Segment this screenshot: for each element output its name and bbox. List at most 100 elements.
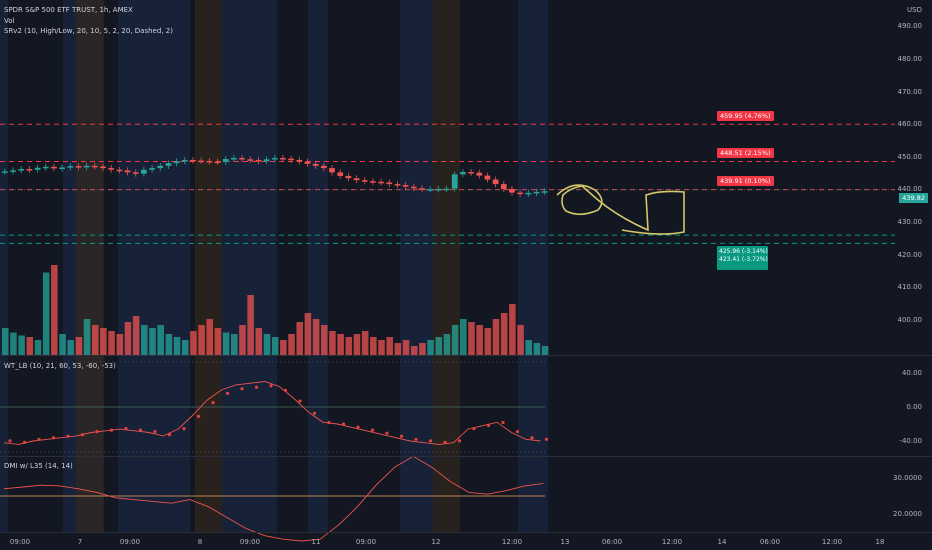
wt2-dot (298, 399, 302, 403)
wt2-dot (457, 439, 462, 443)
wt2-dot (80, 433, 85, 437)
candle-body (443, 188, 450, 191)
wt2-dot (153, 430, 157, 434)
resistance-tag-1[interactable]: 459.95 (4.76%) (717, 111, 774, 121)
volume-bar (165, 334, 173, 355)
session-band (0, 0, 8, 532)
support-tag-lower: 423.41 (-3.72%) (719, 256, 768, 263)
candle-body (255, 159, 262, 162)
time-tick: 12:00 (821, 538, 843, 546)
currency-label: USD (907, 6, 922, 14)
session-backgrounds (0, 0, 548, 532)
volume-legend[interactable]: Vol (4, 17, 15, 25)
wt2-dot (124, 426, 128, 431)
volume-bar (476, 325, 483, 355)
volume-bar (149, 328, 156, 355)
time-tick: 12:00 (661, 538, 683, 546)
volume-bar (419, 343, 426, 355)
time-tick: 18 (875, 538, 885, 546)
volume-bar (26, 337, 34, 355)
candle-body (271, 158, 278, 160)
candle-body (451, 174, 458, 189)
volume-bar (34, 340, 42, 355)
session-band (118, 0, 190, 532)
candle-body (410, 186, 417, 189)
candle-body (288, 158, 294, 161)
candle-body (83, 165, 90, 168)
candle-body (132, 172, 139, 174)
candle-body (378, 181, 384, 184)
resistance-tag-2[interactable]: 448.51 (2.15%) (717, 148, 774, 158)
candle-body (280, 158, 286, 160)
wt2-dot (167, 433, 172, 437)
pane-separator[interactable] (0, 355, 932, 356)
candle-body (214, 161, 221, 164)
volume-bar (75, 337, 83, 355)
volume-bar (222, 332, 230, 355)
volume-bar (541, 346, 549, 355)
pane-separator[interactable] (0, 456, 932, 457)
candle-body (320, 165, 327, 169)
volume-bar (361, 331, 369, 355)
volume-bar (132, 316, 140, 355)
volume-bar (386, 337, 393, 355)
pane-separator[interactable] (0, 532, 932, 533)
volume-bar (329, 331, 336, 355)
volume-bar (247, 295, 254, 355)
wt-tick: 40.00 (901, 369, 922, 377)
volume-bar (394, 343, 402, 355)
price-tick: 410.00 (897, 283, 923, 292)
candle-body (231, 158, 237, 160)
hand-drawn-annotation[interactable] (556, 184, 685, 235)
adx-line (3, 455, 544, 542)
volume-bar (492, 319, 500, 355)
time-tick: 09:00 (355, 538, 377, 546)
volume-bar (288, 334, 295, 355)
volume-bars (2, 265, 549, 355)
volume-bar (280, 340, 287, 355)
wt-legend[interactable]: WT_LB (10, 21, 60, 53, -60, -53) (4, 362, 116, 370)
volume-bar (509, 304, 516, 355)
session-band (518, 0, 548, 532)
srv2-legend[interactable]: SRv2 (10, High/Low, 20, 10, 5, 2, 20, Da… (4, 27, 173, 35)
volume-bar (67, 340, 74, 355)
candle-body (484, 175, 491, 180)
wt2-dot (312, 411, 317, 415)
time-tick: 8 (197, 538, 203, 546)
time-tick: 06:00 (759, 538, 781, 546)
candle-body (402, 185, 409, 187)
volume-bar (484, 328, 492, 355)
time-tick: 13 (560, 538, 570, 546)
wt2-dot (356, 425, 360, 429)
volume-bar (157, 325, 164, 355)
wt2-dot (530, 436, 534, 440)
symbol-legend[interactable]: SPDR S&P 500 ETF TRUST, 1h, AMEX (4, 6, 133, 14)
time-tick: 7 (77, 538, 83, 546)
dmi-legend[interactable]: DMI w/ L35 (14, 14) (4, 462, 73, 470)
wt2-dot (341, 422, 346, 426)
candle-body (329, 168, 335, 173)
wt2-dot (22, 440, 27, 444)
candle-body (149, 168, 155, 170)
candle-body (141, 169, 147, 174)
candle-body (206, 160, 213, 163)
support-tag[interactable]: 425.96 (-3.14%) 423.41 (-3.72%) (717, 246, 768, 270)
candle-body (108, 168, 115, 170)
candle-body (525, 192, 532, 195)
candle-body (67, 166, 74, 168)
session-band (222, 0, 277, 532)
price-tick: 430.00 (897, 217, 923, 226)
volume-bar (124, 322, 132, 355)
wt2-dot (196, 414, 201, 418)
candle-body (100, 166, 106, 169)
candle-body (419, 188, 425, 190)
volume-bar (51, 265, 58, 355)
volume-bar (173, 337, 181, 355)
resistance-tag-3[interactable]: 439.91 (0.10%) (717, 176, 774, 186)
candle-body (533, 191, 540, 194)
time-tick: 09:00 (119, 538, 141, 546)
candle-body (51, 166, 57, 169)
price-tick: 480.00 (897, 54, 923, 63)
candle-body (541, 191, 548, 193)
